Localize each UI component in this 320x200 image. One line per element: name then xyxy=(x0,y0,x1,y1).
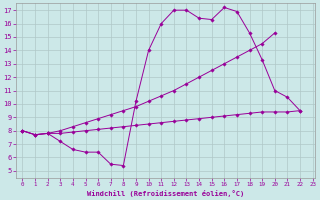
X-axis label: Windchill (Refroidissement éolien,°C): Windchill (Refroidissement éolien,°C) xyxy=(87,190,244,197)
